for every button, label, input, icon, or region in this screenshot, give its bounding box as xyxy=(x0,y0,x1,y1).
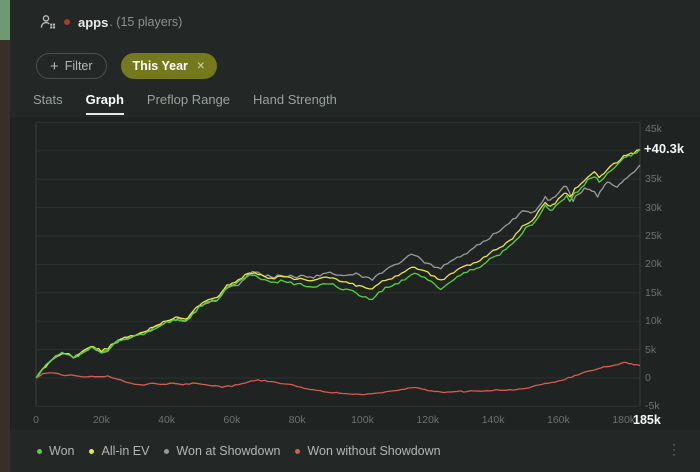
player-header: apps . (15 players) xyxy=(40,12,182,32)
won-without-showdown-series-dot-icon xyxy=(295,448,301,454)
tab-bar: Stats Graph Preflop Range Hand Strength xyxy=(33,92,337,115)
legend-item-all-in-ev[interactable]: All-in EV xyxy=(89,444,149,458)
legend-label-won-without-showdown: Won without Showdown xyxy=(307,444,441,458)
current-value-label: +40.3k xyxy=(644,141,685,157)
won-at-showdown-series-dot-icon xyxy=(164,448,170,454)
legend-item-won[interactable]: Won xyxy=(37,444,74,458)
filter-button-label: Filter xyxy=(64,59,93,73)
side-strip xyxy=(0,0,10,472)
player-count: . (15 players) xyxy=(109,15,183,29)
player-name[interactable]: apps xyxy=(78,14,109,30)
status-dot xyxy=(64,19,70,25)
all-in-ev-series-dot-icon xyxy=(89,448,95,454)
legend-label-all-in-ev: All-in EV xyxy=(101,444,150,458)
graph-plot-area[interactable] xyxy=(10,117,700,430)
legend-item-won-without-showdown[interactable]: Won without Showdown xyxy=(295,444,441,458)
legend-label-won-at-showdown: Won at Showdown xyxy=(176,444,281,458)
tab-stats[interactable]: Stats xyxy=(33,92,63,107)
tab-hand-strength[interactable]: Hand Strength xyxy=(253,92,337,107)
players-icon xyxy=(40,15,56,29)
tab-graph[interactable]: Graph xyxy=(85,92,124,115)
filter-button[interactable]: + Filter xyxy=(36,53,107,79)
filter-bar: + Filter This Year × xyxy=(36,53,217,79)
legend-label-won: Won xyxy=(49,444,75,458)
side-strip-green-segment xyxy=(0,0,10,40)
chip-label: This Year xyxy=(132,59,188,73)
tab-preflop-range[interactable]: Preflop Range xyxy=(146,92,231,107)
won-series-dot-icon xyxy=(37,448,42,454)
more-options-icon[interactable]: ⋮ xyxy=(667,441,681,457)
legend-item-won-at-showdown[interactable]: Won at Showdown xyxy=(164,444,280,458)
chart-legend: Won All-in EV Won at Showdown Won withou… xyxy=(37,444,441,458)
plus-icon: + xyxy=(50,57,59,75)
total-hands-label: 185k xyxy=(633,413,661,427)
filter-chip-this-year[interactable]: This Year × xyxy=(120,53,217,79)
close-icon[interactable]: × xyxy=(196,58,205,74)
